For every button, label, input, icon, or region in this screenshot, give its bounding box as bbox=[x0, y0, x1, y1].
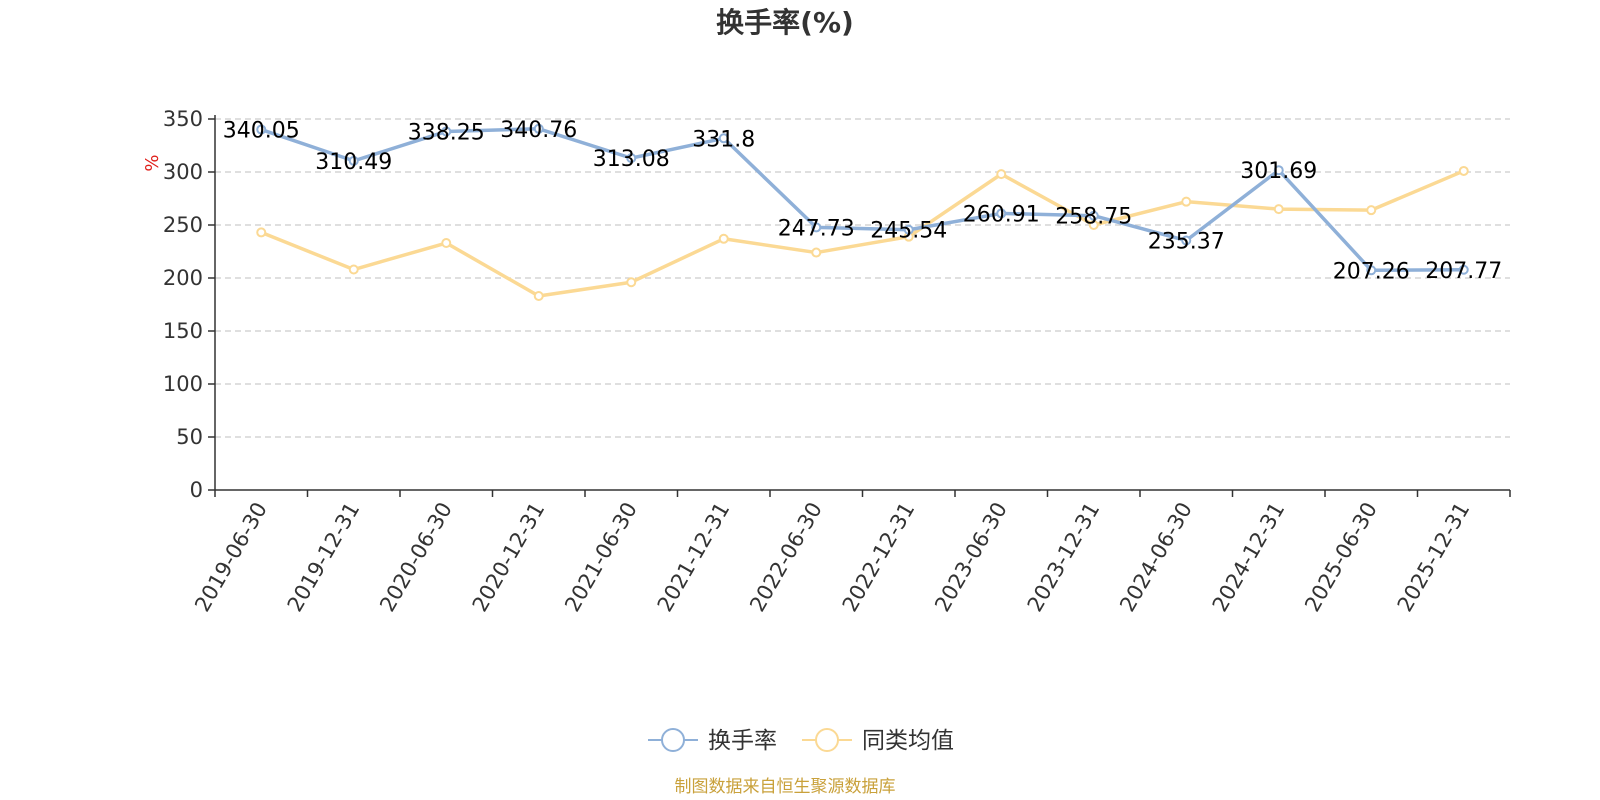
data-point bbox=[256, 124, 267, 135]
legend-label: 同类均值 bbox=[862, 728, 954, 754]
data-point bbox=[1273, 204, 1284, 215]
data-point bbox=[718, 233, 729, 244]
legend: 换手率 同类均值 bbox=[648, 728, 954, 754]
x-tick-label: 2025-12-31 bbox=[1393, 498, 1475, 616]
data-point bbox=[626, 153, 637, 164]
data-point bbox=[1366, 265, 1377, 276]
data-point bbox=[1181, 235, 1192, 246]
x-tick-label: 2019-12-31 bbox=[283, 498, 365, 616]
x-tick-label: 2022-12-31 bbox=[838, 498, 920, 616]
data-label: 207.77 bbox=[1425, 259, 1502, 284]
x-tick-label: 2021-12-31 bbox=[653, 498, 735, 616]
data-point bbox=[1088, 220, 1099, 230]
data-point bbox=[996, 208, 1007, 219]
y-tick-label: 150 bbox=[163, 319, 203, 343]
data-point bbox=[811, 247, 822, 258]
x-tick-label: 2023-12-31 bbox=[1023, 498, 1105, 616]
y-tick-label: 300 bbox=[163, 160, 203, 184]
data-point bbox=[1366, 205, 1377, 216]
x-tick-label: 2024-12-31 bbox=[1208, 498, 1290, 616]
x-tick-label: 2019-06-30 bbox=[190, 498, 272, 616]
y-tick-label: 250 bbox=[163, 213, 203, 237]
series-layer: 340.05 310.49 338.25 340.76 313.08 331.8 247.7… bbox=[223, 118, 1502, 302]
data-point bbox=[348, 264, 359, 275]
y-tick-label: 50 bbox=[176, 425, 203, 449]
data-point bbox=[533, 123, 544, 134]
series-peer-average bbox=[256, 165, 1469, 302]
data-point bbox=[1458, 165, 1469, 176]
x-tick-label: 2024-06-30 bbox=[1115, 498, 1197, 616]
y-axis-label: % bbox=[142, 154, 163, 171]
data-point bbox=[996, 169, 1007, 180]
data-point bbox=[626, 277, 637, 288]
x-tick-label: 2022-06-30 bbox=[745, 498, 827, 616]
data-label: 260.91 bbox=[963, 202, 1040, 227]
x-tick-label: 2025-06-30 bbox=[1300, 498, 1382, 616]
data-label: 258.75 bbox=[1055, 205, 1132, 230]
data-label: 338.25 bbox=[408, 120, 485, 145]
data-label: 245.54 bbox=[870, 219, 947, 244]
legend-marker bbox=[661, 728, 685, 752]
grid-lines bbox=[215, 118, 1510, 438]
data-point bbox=[1273, 165, 1284, 176]
series-turnover bbox=[256, 123, 1469, 276]
y-tick-label: 100 bbox=[163, 372, 203, 396]
chart-title: 换手率(%) bbox=[716, 6, 854, 39]
legend-label: 换手率 bbox=[708, 728, 777, 754]
data-point bbox=[1088, 210, 1099, 221]
data-point bbox=[348, 155, 359, 166]
data-point bbox=[533, 291, 544, 302]
legend-item-peer-average: 同类均值 bbox=[802, 728, 954, 754]
series-line bbox=[260, 127, 1464, 273]
data-label: 207.26 bbox=[1333, 259, 1410, 284]
y-tick-label: 350 bbox=[163, 107, 203, 131]
x-tick-label: 2021-06-30 bbox=[560, 498, 642, 616]
data-point bbox=[441, 126, 452, 137]
source-note: 制图数据来自恒生聚源数据库 bbox=[675, 777, 896, 797]
data-point bbox=[441, 238, 452, 249]
legend-item-turnover: 换手率 bbox=[648, 728, 777, 754]
data-point bbox=[256, 227, 267, 238]
data-label: 247.73 bbox=[778, 216, 855, 241]
data-point bbox=[1458, 264, 1469, 275]
data-label: 310.49 bbox=[315, 150, 392, 175]
x-tick-label: 2020-06-30 bbox=[375, 498, 457, 616]
data-label: 301.69 bbox=[1240, 159, 1317, 184]
data-point bbox=[718, 133, 729, 144]
x-tick-label: 2023-06-30 bbox=[930, 498, 1012, 616]
data-label: 340.76 bbox=[500, 118, 577, 143]
data-label: 235.37 bbox=[1148, 230, 1225, 255]
data-point bbox=[903, 224, 914, 235]
series-line bbox=[260, 169, 1465, 298]
data-label: 331.8 bbox=[692, 127, 755, 152]
data-point bbox=[811, 222, 822, 233]
legend-marker bbox=[815, 728, 839, 752]
x-tick-label: 2020-12-31 bbox=[468, 498, 550, 616]
data-point bbox=[1181, 196, 1192, 207]
y-tick-label: 200 bbox=[163, 266, 203, 290]
data-labels: 340.05 310.49 338.25 340.76 313.08 331.8 247.7… bbox=[223, 118, 1502, 285]
data-label: 313.08 bbox=[593, 147, 670, 172]
data-label: 340.05 bbox=[223, 119, 300, 144]
y-tick-label: 0 bbox=[190, 478, 203, 502]
